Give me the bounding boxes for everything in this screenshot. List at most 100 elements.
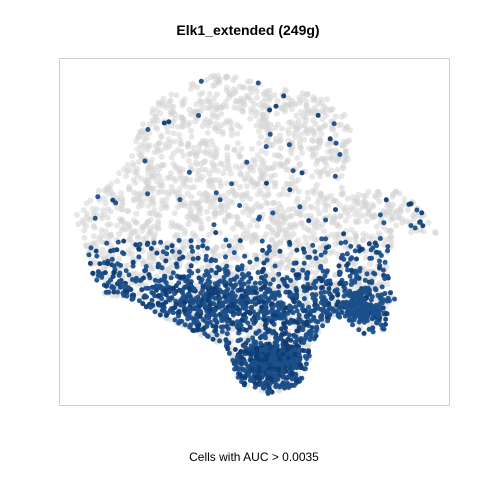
active-cell-point <box>245 290 251 296</box>
inactive-cell-point <box>223 84 230 91</box>
inactive-cell-point <box>236 83 243 90</box>
inactive-cell-point <box>237 184 244 190</box>
active-cell-point <box>223 290 229 296</box>
inactive-cell-point <box>307 203 314 210</box>
active-cell-point <box>181 293 187 298</box>
active-cell-point <box>277 315 283 321</box>
active-cell-point <box>218 324 224 330</box>
inactive-cell-point <box>146 121 153 128</box>
active-cell-point <box>326 286 332 291</box>
inactive-cell-point <box>354 195 361 202</box>
active-cell-point <box>320 285 325 290</box>
active-cell-point <box>257 280 263 286</box>
active-cells-layer <box>86 78 426 396</box>
inactive-cell-point <box>300 113 306 120</box>
active-cell-point <box>313 329 319 335</box>
active-cell-point <box>276 357 282 363</box>
active-cell-point <box>158 284 164 290</box>
active-cell-point <box>281 359 287 365</box>
active-cell-point <box>295 328 301 334</box>
active-cell-point <box>90 270 96 276</box>
inactive-cell-point <box>385 209 392 216</box>
inactive-cell-point <box>295 237 302 244</box>
active-cell-point <box>230 303 236 309</box>
active-cell-point <box>376 314 382 319</box>
active-cell-point <box>198 78 204 84</box>
active-cell-point <box>206 274 212 280</box>
inactive-cell-point <box>311 221 318 228</box>
active-cell-point <box>195 244 201 250</box>
active-cell-point <box>299 303 305 309</box>
inactive-cell-point <box>182 238 189 245</box>
active-cell-point <box>268 354 274 359</box>
inactive-cell-point <box>194 215 201 222</box>
inactive-cell-point <box>225 213 232 219</box>
inactive-cell-point <box>409 212 416 219</box>
active-cell-point <box>304 274 310 280</box>
inactive-cell-point <box>151 173 158 180</box>
inactive-cell-point <box>149 194 156 201</box>
inactive-cell-point <box>334 166 341 173</box>
active-cell-point <box>340 252 345 258</box>
inactive-cell-point <box>73 211 80 218</box>
inactive-cell-point <box>322 159 329 166</box>
inactive-cell-point <box>244 170 251 177</box>
active-cell-point <box>196 275 202 281</box>
inactive-cell-point <box>82 242 89 249</box>
inactive-cell-point <box>342 217 349 224</box>
active-cell-point <box>148 304 154 310</box>
inactive-cell-point <box>273 240 280 247</box>
active-cell-point <box>327 306 333 312</box>
inactive-cell-point <box>168 91 175 98</box>
inactive-cell-point <box>185 122 191 129</box>
active-cell-point <box>322 289 327 295</box>
active-cell-point <box>266 287 272 293</box>
inactive-cell-point <box>393 188 400 195</box>
inactive-cell-point <box>135 203 142 210</box>
inactive-cell-point <box>318 100 325 107</box>
active-cell-point <box>246 370 252 376</box>
inactive-cell-point <box>312 121 319 127</box>
active-cell-point <box>373 249 379 255</box>
inactive-cell-point <box>305 195 311 202</box>
active-cell-point <box>242 375 248 381</box>
inactive-cell-point <box>375 270 382 277</box>
inactive-cell-point <box>102 228 109 235</box>
active-cell-point <box>95 194 101 200</box>
inactive-cell-point <box>296 160 303 167</box>
inactive-cell-point <box>258 203 265 210</box>
inactive-cell-point <box>228 132 235 139</box>
inactive-cell-point <box>114 204 121 211</box>
active-cell-point <box>87 260 93 266</box>
inactive-cell-point <box>297 131 304 138</box>
active-cell-point <box>129 296 135 302</box>
inactive-cell-point <box>321 228 328 235</box>
inactive-cell-point <box>206 170 213 177</box>
inactive-cell-point <box>135 159 142 166</box>
inactive-cell-point <box>167 109 174 116</box>
active-cell-point <box>365 313 371 319</box>
active-cell-point <box>185 291 191 297</box>
active-cell-point <box>412 225 418 231</box>
active-cell-point <box>94 277 100 283</box>
inactive-cell-point <box>167 170 174 177</box>
active-cell-point <box>372 271 378 277</box>
inactive-cell-point <box>234 140 241 147</box>
active-cell-point <box>213 324 219 330</box>
active-cell-point <box>349 267 355 273</box>
active-cell-point <box>297 204 303 210</box>
inactive-cell-point <box>209 248 216 255</box>
active-cell-point <box>190 248 195 254</box>
active-cell-point <box>121 292 127 298</box>
active-cell-point <box>344 263 350 268</box>
active-cell-point <box>313 292 319 298</box>
inactive-cell-point <box>286 213 293 220</box>
inactive-cell-point <box>153 178 160 185</box>
inactive-cell-point <box>310 138 317 144</box>
active-cell-point <box>308 318 314 324</box>
inactive-cell-point <box>196 143 203 150</box>
active-cell-point <box>275 309 280 315</box>
active-cell-point <box>163 313 169 318</box>
inactive-cell-point <box>338 191 345 198</box>
inactive-cell-point <box>248 145 255 152</box>
